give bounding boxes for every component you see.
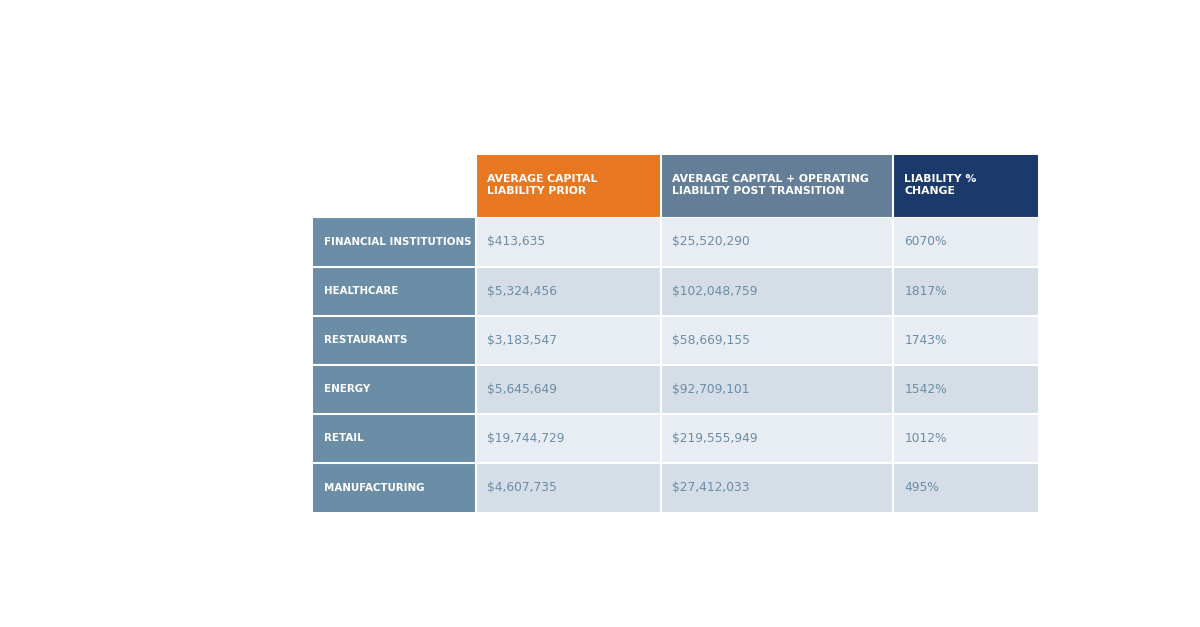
Bar <box>476 315 661 365</box>
Text: $27,412,033: $27,412,033 <box>672 481 750 494</box>
Bar <box>476 414 661 463</box>
Bar <box>313 414 476 463</box>
Bar <box>661 365 893 414</box>
Bar <box>661 414 893 463</box>
Text: 495%: 495% <box>905 481 940 494</box>
Text: 1542%: 1542% <box>905 383 947 396</box>
Text: RESTAURANTS: RESTAURANTS <box>324 335 407 345</box>
Bar <box>313 315 476 365</box>
Bar <box>661 266 893 315</box>
Bar <box>893 315 1038 365</box>
Bar <box>476 365 661 414</box>
Text: ENERGY: ENERGY <box>324 384 370 394</box>
Text: 1817%: 1817% <box>905 285 947 298</box>
Bar <box>893 218 1038 266</box>
Bar <box>661 155 893 218</box>
Text: $5,324,456: $5,324,456 <box>487 285 557 298</box>
Bar <box>893 365 1038 414</box>
Bar <box>476 463 661 512</box>
Bar <box>893 266 1038 315</box>
Text: 1743%: 1743% <box>905 334 947 347</box>
Bar <box>313 218 476 266</box>
Bar <box>476 155 661 218</box>
Text: RETAIL: RETAIL <box>324 433 364 443</box>
Bar <box>893 155 1038 218</box>
Bar <box>313 463 476 512</box>
Text: 1012%: 1012% <box>905 432 947 445</box>
Text: AVERAGE CAPITAL
LIABILITY PRIOR: AVERAGE CAPITAL LIABILITY PRIOR <box>487 174 598 196</box>
Bar <box>893 414 1038 463</box>
Text: AVERAGE CAPITAL + OPERATING
LIABILITY POST TRANSITION: AVERAGE CAPITAL + OPERATING LIABILITY PO… <box>672 174 869 196</box>
Text: $58,669,155: $58,669,155 <box>672 334 750 347</box>
Text: $4,607,735: $4,607,735 <box>487 481 557 494</box>
Text: $19,744,729: $19,744,729 <box>487 432 565 445</box>
Bar <box>313 266 476 315</box>
Text: $219,555,949: $219,555,949 <box>672 432 757 445</box>
Text: $25,520,290: $25,520,290 <box>672 236 750 248</box>
Text: LIABILITY %
CHANGE: LIABILITY % CHANGE <box>905 174 977 196</box>
Text: MANUFACTURING: MANUFACTURING <box>324 483 425 493</box>
Bar <box>893 463 1038 512</box>
Bar <box>661 315 893 365</box>
Text: FINANCIAL INSTITUTIONS: FINANCIAL INSTITUTIONS <box>324 237 472 247</box>
Bar <box>313 365 476 414</box>
Bar <box>661 218 893 266</box>
Text: $3,183,547: $3,183,547 <box>487 334 557 347</box>
Bar <box>661 463 893 512</box>
Text: $102,048,759: $102,048,759 <box>672 285 757 298</box>
Text: 6070%: 6070% <box>905 236 947 248</box>
Text: $92,709,101: $92,709,101 <box>672 383 750 396</box>
Bar <box>476 266 661 315</box>
Text: HEALTHCARE: HEALTHCARE <box>324 286 398 296</box>
Bar <box>476 218 661 266</box>
Text: $5,645,649: $5,645,649 <box>487 383 557 396</box>
Text: $413,635: $413,635 <box>487 236 545 248</box>
